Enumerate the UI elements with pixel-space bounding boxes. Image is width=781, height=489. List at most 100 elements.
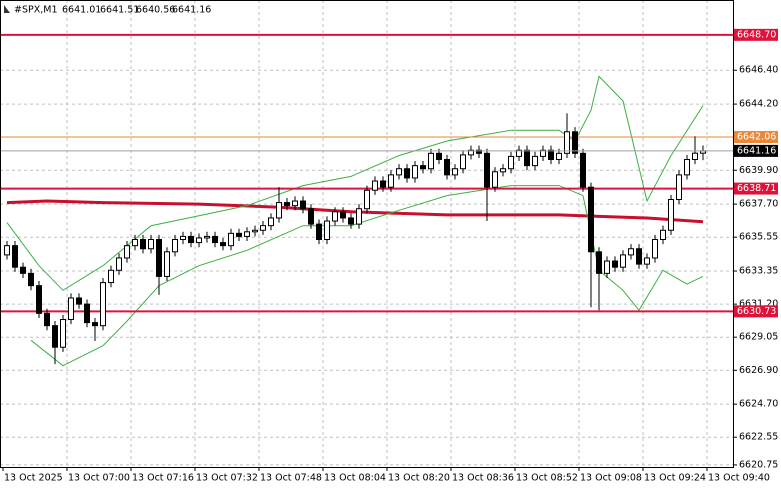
candle-body — [404, 168, 410, 179]
candle-body — [476, 149, 482, 154]
candle-body — [76, 297, 82, 305]
candle-body — [116, 257, 122, 271]
candle-body — [212, 235, 218, 244]
candle-body — [516, 149, 522, 157]
chart-title: #SPX,M1 — [14, 5, 58, 16]
candle-body — [444, 158, 450, 176]
candle-body — [604, 260, 610, 274]
candle-body — [652, 239, 658, 259]
indicator-line — [30, 185, 704, 367]
level-label-box — [734, 305, 778, 318]
candle-body — [284, 202, 290, 207]
candle-body — [244, 231, 250, 237]
x-tick-label: 13 Oct 08:04 — [324, 473, 386, 484]
candle-body — [92, 322, 98, 327]
level-label-box — [734, 131, 778, 144]
x-tick-label: 13 Oct 07:16 — [132, 473, 194, 484]
candle-body — [220, 242, 226, 247]
candle-body — [668, 198, 674, 231]
y-tick-label: 6626.90 — [739, 365, 778, 376]
symbol-icon — [4, 5, 10, 13]
y-tick-label: 6629.05 — [739, 332, 778, 343]
candle-body — [108, 269, 114, 284]
candle-body — [572, 131, 578, 154]
candle-body — [292, 200, 298, 207]
candle-body — [380, 180, 386, 188]
candle-body — [172, 239, 178, 253]
candle-body — [308, 208, 314, 225]
level-label-box — [734, 28, 778, 41]
candle-body — [60, 319, 66, 348]
candle-body — [644, 257, 650, 265]
candle-body — [300, 200, 306, 210]
x-tick-label: 13 Oct 08:20 — [388, 473, 450, 484]
candle-body — [484, 152, 490, 188]
candle-body — [188, 235, 194, 244]
candle-body — [20, 266, 26, 274]
candle-body — [156, 239, 162, 277]
candle-body — [340, 211, 346, 219]
x-tick-label: 13 Oct 08:36 — [452, 473, 514, 484]
candle-body — [180, 235, 186, 241]
candle-body — [548, 149, 554, 160]
header-open: 6641.01 — [62, 5, 101, 16]
candle-body — [100, 282, 106, 327]
candle-body — [204, 235, 210, 239]
candle-body — [620, 254, 626, 268]
candle-body — [140, 239, 146, 250]
candle-body — [164, 251, 170, 277]
y-tick-label: 6639.90 — [739, 165, 778, 176]
candle-body — [428, 152, 434, 170]
candle-body — [676, 174, 682, 200]
y-tick-label: 6633.35 — [739, 266, 778, 277]
x-tick-label: 13 Oct 07:48 — [260, 473, 322, 484]
header-low: 6640.56 — [136, 5, 175, 16]
candle-body — [12, 245, 18, 268]
candle-body — [28, 272, 34, 287]
candle-body — [124, 245, 130, 259]
candle-body — [412, 165, 418, 179]
candle-body — [332, 211, 338, 222]
level-label: 6630.73 — [737, 306, 776, 317]
level-label: 6638.71 — [737, 183, 776, 194]
y-tick-label: 6637.70 — [739, 199, 778, 210]
candle-body — [460, 154, 466, 170]
candle-body — [236, 232, 242, 237]
candle-body — [260, 225, 266, 231]
candle-body — [396, 168, 402, 176]
x-tick-label: 13 Oct 2025 — [4, 473, 63, 484]
candle-body — [636, 248, 642, 265]
candle-body — [532, 155, 538, 167]
candle-body — [372, 180, 378, 191]
y-tick-label: 6624.70 — [739, 399, 778, 410]
candle-body — [196, 237, 202, 244]
plot-frame — [0, 0, 734, 468]
last-price-box — [734, 144, 778, 157]
y-tick-label: 6646.40 — [739, 65, 778, 76]
candle-body — [148, 239, 154, 250]
candle-body — [492, 171, 498, 188]
candle-body — [556, 152, 562, 160]
candle-body — [52, 325, 58, 348]
candle-body — [612, 260, 618, 268]
candle-body — [324, 220, 330, 241]
x-tick-label: 13 Oct 09:08 — [580, 473, 642, 484]
candle-body — [540, 149, 546, 157]
level-label: 6642.06 — [737, 132, 776, 143]
candle-body — [452, 168, 458, 176]
x-tick-label: 13 Oct 07:32 — [196, 473, 258, 484]
candle-body — [684, 158, 690, 176]
candle-body — [588, 186, 594, 253]
candle-body — [580, 152, 586, 188]
candle-body — [228, 232, 234, 247]
x-tick-label: 13 Oct 08:52 — [516, 473, 578, 484]
candle-body — [364, 189, 370, 210]
indicator-line — [6, 75, 704, 291]
candle-body — [36, 285, 42, 314]
candle-body — [660, 229, 666, 241]
candle-body — [524, 149, 530, 167]
candle-body — [276, 202, 282, 219]
y-tick-label: 6644.20 — [739, 99, 778, 110]
